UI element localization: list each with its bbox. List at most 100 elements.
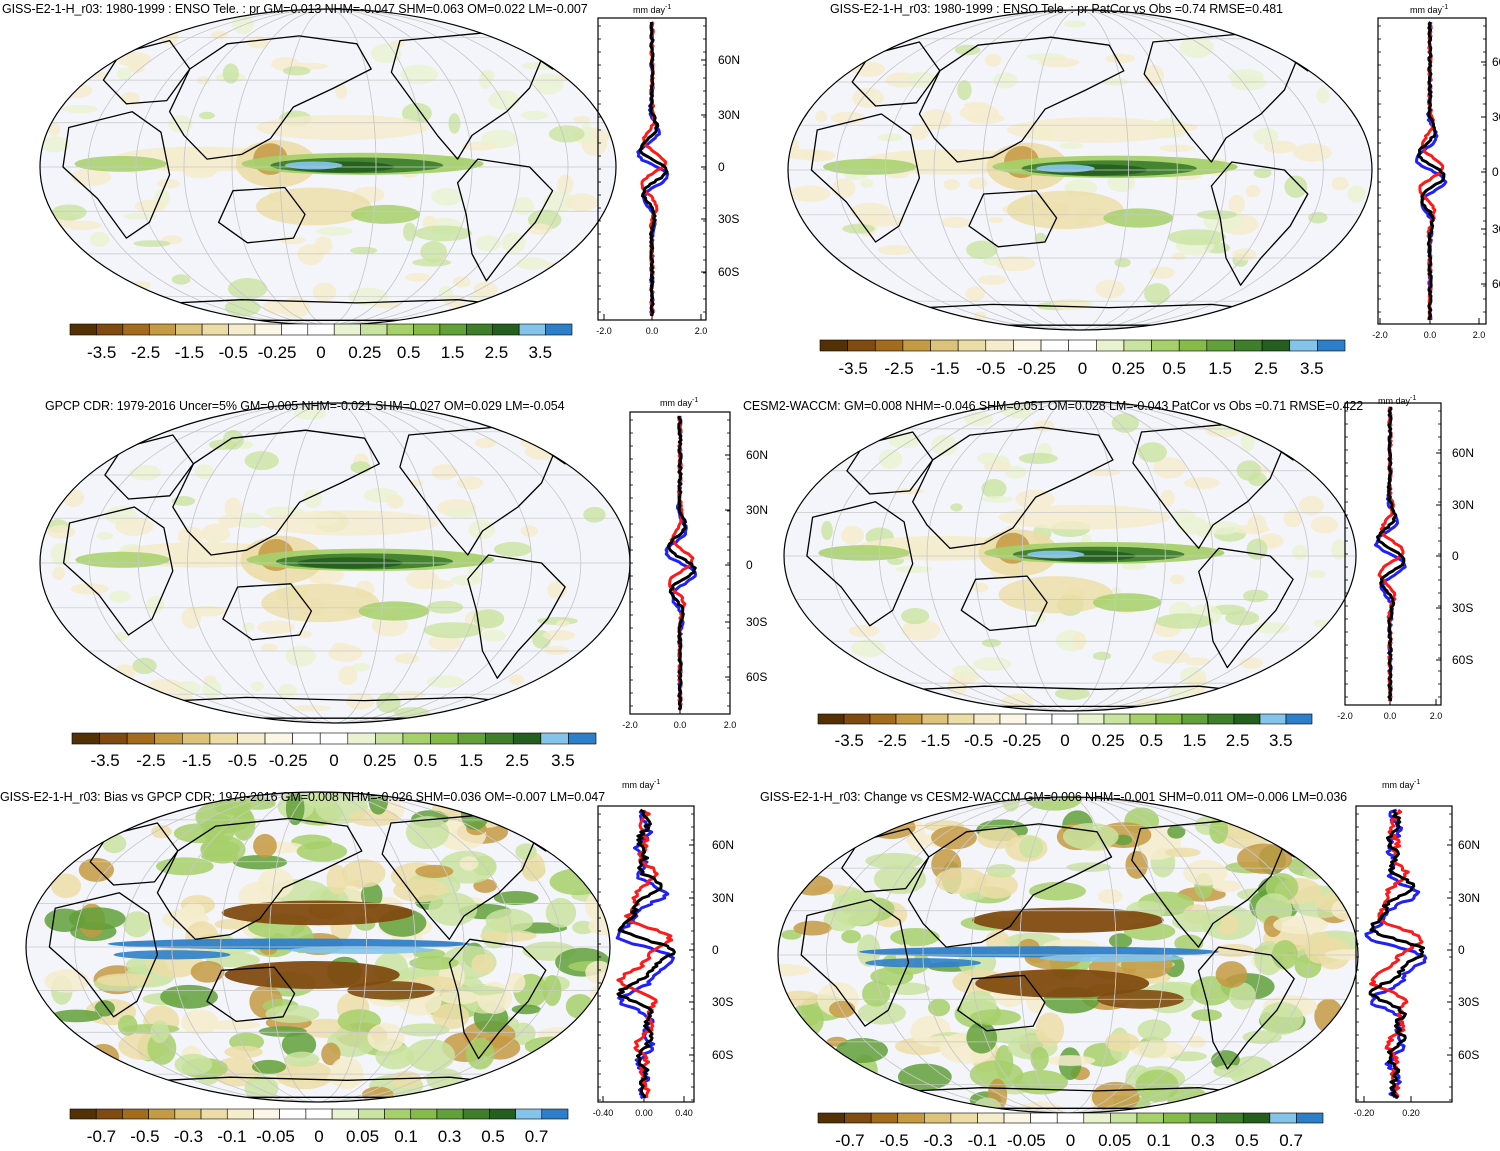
colorbar-label: 2.5 xyxy=(1254,359,1278,378)
colorbar-label: 1.5 xyxy=(1182,731,1207,750)
colorbar xyxy=(69,1108,569,1120)
profile-tick-label: 0.40 xyxy=(675,1108,693,1118)
lat-label: 30N xyxy=(718,108,740,122)
map-field xyxy=(784,401,1356,711)
colorbar-label: -0.5 xyxy=(976,359,1006,378)
map-field xyxy=(40,403,630,723)
lat-label: 30S xyxy=(746,615,767,629)
lat-label: 60N xyxy=(1458,838,1480,852)
colorbar-label: -0.05 xyxy=(256,1127,295,1146)
profile-unit: mm day-1 xyxy=(1378,395,1417,406)
colorbar-swatch xyxy=(844,1112,872,1124)
colorbar-label: 0.7 xyxy=(524,1127,549,1146)
colorbar-label: -0.5 xyxy=(227,751,258,770)
colorbar-label: 0 xyxy=(316,343,326,362)
colorbar-label: 0.5 xyxy=(1139,731,1164,750)
colorbar-swatch xyxy=(1242,1112,1271,1124)
colorbar-label: -3.5 xyxy=(90,751,120,770)
lat-label: 60N xyxy=(746,448,768,462)
profile-tick-label: 0.0 xyxy=(1424,330,1437,340)
colorbar-swatch xyxy=(1296,1112,1324,1124)
colorbar-label: 0.1 xyxy=(394,1127,418,1146)
lat-label: 0 xyxy=(718,160,725,174)
lat-label: 30S xyxy=(718,212,739,226)
colorbar-swatch xyxy=(541,1108,569,1120)
profile-unit: mm day-1 xyxy=(660,397,699,408)
colorbar xyxy=(817,713,1313,725)
colorbar-label: 0.25 xyxy=(1091,731,1125,750)
colorbar-label: 0.5 xyxy=(413,751,438,770)
lat-label: 0 xyxy=(746,558,753,572)
map-field xyxy=(778,797,1358,1113)
map-field xyxy=(40,9,616,325)
lat-label: 60S xyxy=(712,1048,733,1062)
colorbar-label: 0.5 xyxy=(1162,359,1187,378)
colorbar-label: -0.05 xyxy=(1007,1131,1046,1150)
colorbar-label: 3.5 xyxy=(551,751,575,770)
colorbar-label: -2.5 xyxy=(130,343,161,362)
colorbar-label: -1.5 xyxy=(174,343,205,362)
coastlines xyxy=(806,418,1317,708)
colorbar-label: 0.3 xyxy=(437,1127,462,1146)
colorbar-label: -0.25 xyxy=(1002,731,1042,750)
profile-tick-label: -0.40 xyxy=(593,1108,614,1118)
colorbar-label: 0 xyxy=(1065,1131,1076,1150)
colorbar-label: 2.5 xyxy=(484,343,509,362)
colorbar-label: 0.5 xyxy=(481,1127,505,1146)
map-field xyxy=(788,10,1372,330)
profile-tick-label: 0.00 xyxy=(635,1108,653,1118)
colorbar-label: -1.5 xyxy=(920,731,951,750)
colorbar-swatch xyxy=(1163,1112,1191,1124)
colorbar-label: -3.5 xyxy=(834,731,864,750)
colorbar-label: 0.25 xyxy=(1111,359,1145,378)
profile-tick-label: -2.0 xyxy=(622,720,638,730)
colorbar-label: 0.25 xyxy=(348,343,382,362)
colorbar-swatch xyxy=(1317,339,1346,352)
lat-label: 30N xyxy=(1492,110,1500,124)
colorbar-label: -0.25 xyxy=(257,343,297,362)
lat-label: 0 xyxy=(1452,549,1459,563)
lat-label: 0 xyxy=(1458,943,1465,957)
lat-label: 0 xyxy=(1492,165,1499,179)
zonal-mean-profile: 60N 30N 0 30S 60S -2.0 0.0 2.0 xyxy=(622,411,768,730)
panel-title: GISS-E2-1-H_r03: 1980-1999 : ENSO Tele. … xyxy=(2,2,588,16)
graticule xyxy=(778,797,1358,1113)
colorbar-label: 1.5 xyxy=(459,751,484,770)
panel-title: GISS-E2-1-H_r03: Bias vs GPCP CDR: 1979-… xyxy=(0,790,606,804)
profile-tick-label: 0.20 xyxy=(1402,1108,1420,1118)
lat-label: 60S xyxy=(746,670,767,684)
lat-label: 0 xyxy=(712,943,719,957)
map-border xyxy=(787,9,1373,331)
colorbar-label: 3.5 xyxy=(528,343,553,362)
colorbar-label: -2.5 xyxy=(884,359,914,378)
profile-tick-label: -2.0 xyxy=(1372,330,1388,340)
colorbar-label: 0.5 xyxy=(396,343,421,362)
zonal-mean-profile: 60N 30N 0 30S 60S -2.0 0.0 2.0 xyxy=(596,17,740,336)
lat-label: 60N xyxy=(1452,446,1474,460)
profile-tick-label: 0.0 xyxy=(674,720,687,730)
profile-frame xyxy=(1377,17,1487,325)
colorbar-label: -0.25 xyxy=(1017,359,1056,378)
colorbar xyxy=(71,732,597,745)
colorbar-label: -0.3 xyxy=(173,1127,204,1146)
colorbar-swatch xyxy=(1285,713,1313,725)
zonal-mean-profile: 60N 30N 0 30S 60S -0.20 0.20 xyxy=(1354,805,1480,1118)
profile-frame xyxy=(1355,805,1453,1103)
colorbar-label: 2.5 xyxy=(505,751,529,770)
lat-label: 30S xyxy=(712,995,733,1009)
profile-unit: mm day-1 xyxy=(633,4,672,15)
colorbar-label: -0.7 xyxy=(86,1127,117,1146)
lat-label: 30S xyxy=(1452,601,1473,615)
colorbar-swatch xyxy=(1136,1112,1164,1124)
profile-tick-label: -2.0 xyxy=(1337,711,1353,721)
colorbar-label: 3.5 xyxy=(1268,731,1293,750)
colorbar-swatch xyxy=(1269,1112,1297,1124)
colorbar-swatch xyxy=(1189,1112,1217,1124)
colorbar-swatch xyxy=(1110,1112,1138,1124)
panel-title: GPCP CDR: 1979-2016 Uncer=5% GM=0.005 NH… xyxy=(45,399,565,413)
